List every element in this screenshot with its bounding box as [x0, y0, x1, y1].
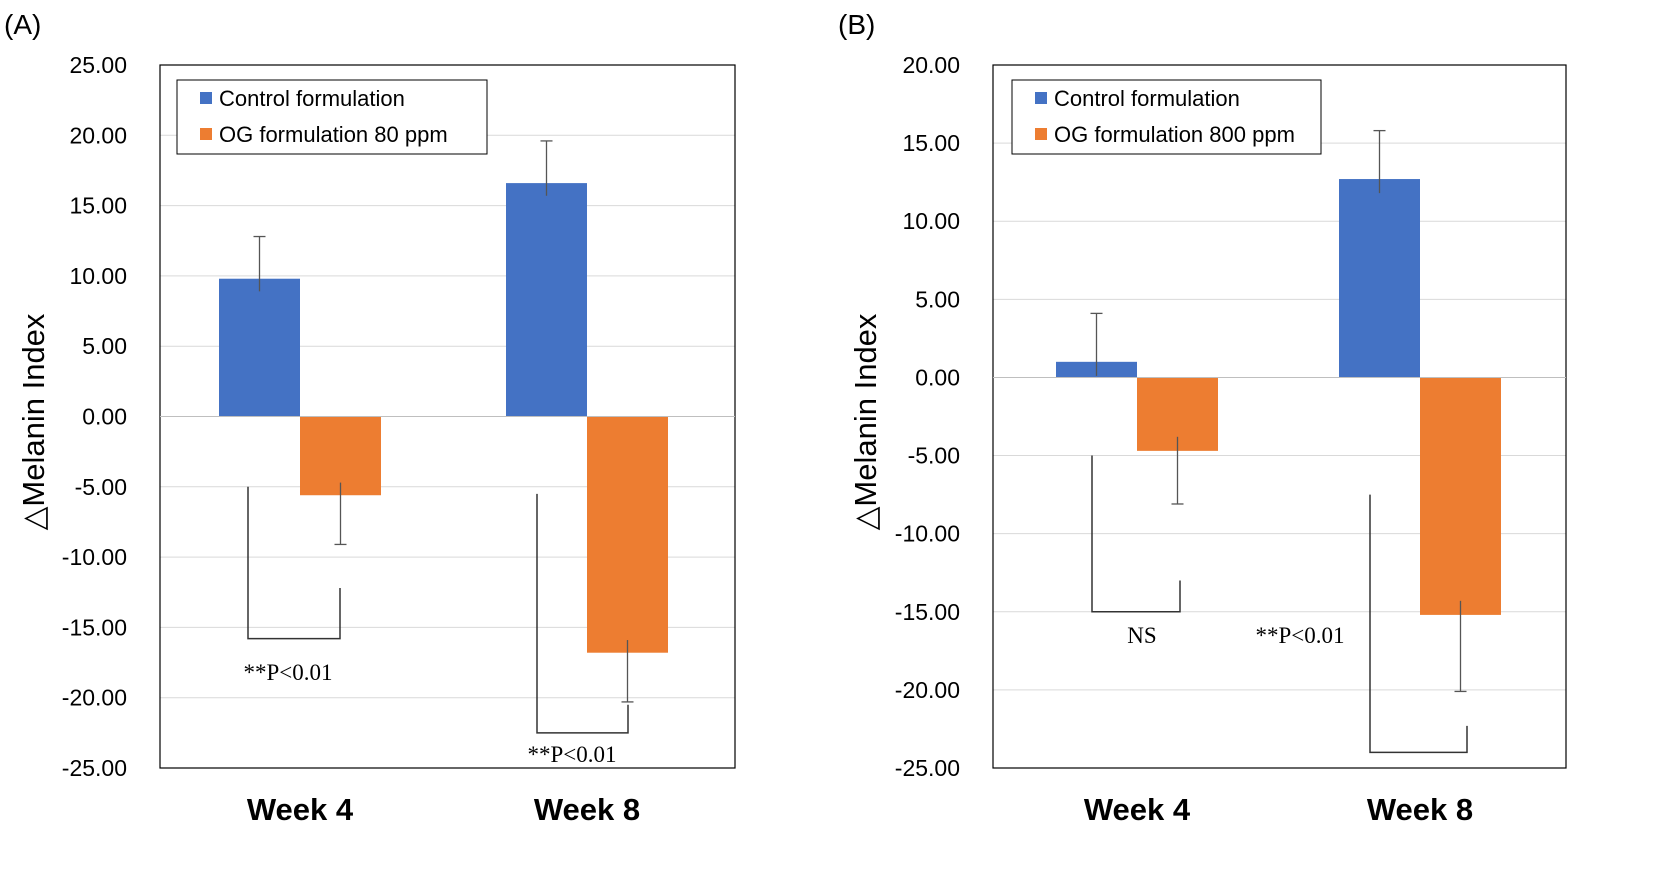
legend-box — [176, 79, 488, 155]
y-tick-label: 0.00 — [82, 404, 127, 430]
panel-b-y-axis-label: △Melanin Index — [848, 313, 883, 530]
significance-label: NS — [1127, 623, 1156, 648]
y-tick-label: 20.00 — [69, 122, 127, 148]
legend-swatch — [200, 92, 212, 104]
panel-b: (B) △Melanin Index 20.00 15.00 10.00 5.00 0.… — [838, 9, 1567, 827]
x-category-label: Week 4 — [1084, 792, 1191, 827]
x-category-label: Week 4 — [247, 792, 354, 827]
significance-label: **P<0.01 — [243, 660, 332, 685]
y-tick-label: -15.00 — [895, 599, 960, 625]
x-category-label: Week 8 — [1367, 792, 1473, 827]
significance-label: **P<0.01 — [527, 742, 616, 767]
y-tick-label: 10.00 — [69, 263, 127, 289]
legend-swatch — [1035, 128, 1047, 140]
panel-a: (A) △Melanin Index 25.00 20.00 15.00 10.00 5… — [4, 9, 736, 827]
y-tick-label: -20.00 — [895, 677, 960, 703]
y-tick-label: 0.00 — [915, 364, 960, 390]
y-tick-label: -15.00 — [62, 614, 127, 640]
bar-og-week-8 — [1420, 377, 1501, 615]
legend-label: Control formulation — [219, 86, 405, 111]
panel-a-y-axis-label: △Melanin Index — [16, 313, 51, 530]
y-tick-label: -5.00 — [75, 474, 127, 500]
legend-box — [1011, 79, 1322, 155]
y-tick-label: 10.00 — [902, 208, 960, 234]
panel-b-label: (B) — [838, 9, 875, 40]
significance-label: **P<0.01 — [1255, 623, 1344, 648]
y-tick-label: -10.00 — [62, 544, 127, 570]
y-tick-label: -25.00 — [62, 755, 127, 781]
significance-bracket — [1091, 455, 1181, 613]
bar-og-week-4 — [300, 416, 381, 496]
y-tick-label: 5.00 — [82, 333, 127, 359]
legend-label: OG formulation 800 ppm — [1054, 122, 1295, 147]
y-tick-label: 5.00 — [915, 286, 960, 312]
bar-control-week-8 — [506, 183, 587, 417]
significance-bracket — [247, 486, 341, 640]
y-tick-label: -20.00 — [62, 685, 127, 711]
y-tick-label: -10.00 — [895, 521, 960, 547]
x-category-label: Week 8 — [534, 792, 640, 827]
y-tick-label: 20.00 — [902, 52, 960, 78]
y-tick-label: 15.00 — [69, 193, 127, 219]
legend-label: Control formulation — [1054, 86, 1240, 111]
bar-og-week-8 — [587, 416, 668, 653]
y-tick-label: -5.00 — [908, 443, 960, 469]
significance-bracket — [536, 493, 629, 734]
legend-swatch — [200, 128, 212, 140]
bar-control-week-4 — [219, 278, 300, 417]
legend-swatch — [1035, 92, 1047, 104]
y-tick-label: 25.00 — [69, 52, 127, 78]
legend-label: OG formulation 80 ppm — [219, 122, 448, 147]
plot-frame — [992, 64, 1567, 769]
y-tick-label: -25.00 — [895, 755, 960, 781]
significance-bracket — [1369, 494, 1468, 754]
bar-control-week-8 — [1339, 179, 1420, 378]
y-tick-label: 15.00 — [902, 130, 960, 156]
panel-a-label: (A) — [4, 9, 41, 40]
